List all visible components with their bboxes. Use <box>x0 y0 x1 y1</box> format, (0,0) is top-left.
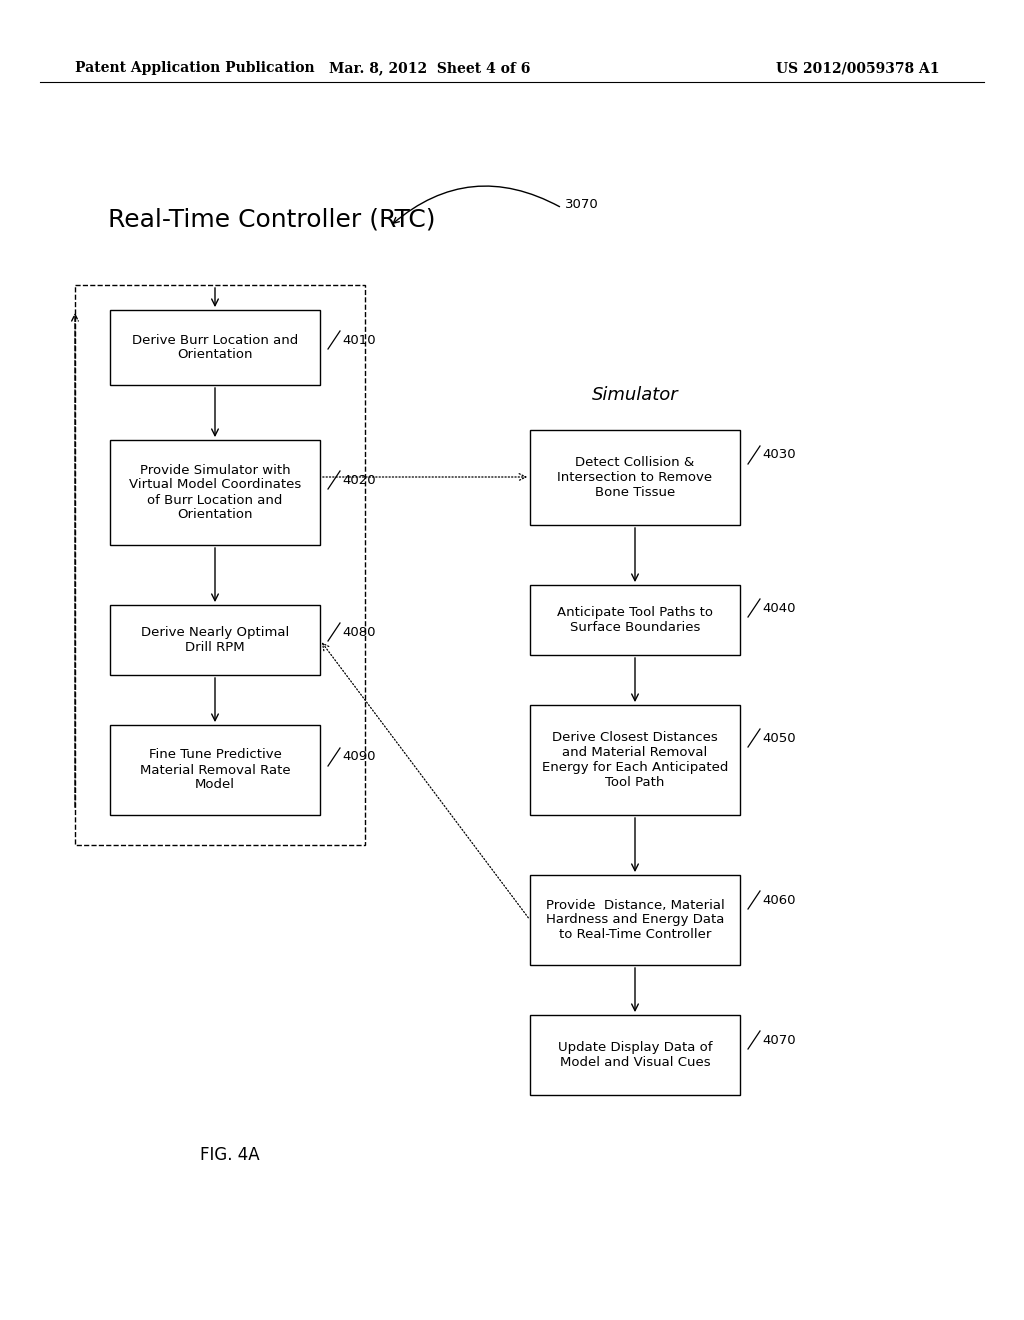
Bar <box>110 605 319 675</box>
Text: 3070: 3070 <box>565 198 599 211</box>
Text: 4030: 4030 <box>762 449 796 462</box>
Bar <box>530 875 740 965</box>
Bar <box>530 430 740 525</box>
Text: Provide Simulator with
Virtual Model Coordinates
of Burr Location and
Orientatio: Provide Simulator with Virtual Model Coo… <box>129 463 301 521</box>
Text: Derive Closest Distances
and Material Removal
Energy for Each Anticipated
Tool P: Derive Closest Distances and Material Re… <box>542 731 728 789</box>
Bar <box>75 285 365 845</box>
Text: Update Display Data of
Model and Visual Cues: Update Display Data of Model and Visual … <box>558 1041 713 1069</box>
Text: 4020: 4020 <box>342 474 376 487</box>
Text: Detect Collision &
Intersection to Remove
Bone Tissue: Detect Collision & Intersection to Remov… <box>557 455 713 499</box>
Bar <box>110 725 319 814</box>
Text: 4080: 4080 <box>342 626 376 639</box>
Text: Fine Tune Predictive
Material Removal Rate
Model: Fine Tune Predictive Material Removal Ra… <box>139 748 291 792</box>
Bar <box>530 705 740 814</box>
Text: Real-Time Controller (RTC): Real-Time Controller (RTC) <box>108 209 435 232</box>
Text: FIG. 4A: FIG. 4A <box>200 1146 260 1164</box>
Bar <box>110 440 319 545</box>
Bar <box>530 585 740 655</box>
Text: Patent Application Publication: Patent Application Publication <box>75 61 314 75</box>
Text: Derive Nearly Optimal
Drill RPM: Derive Nearly Optimal Drill RPM <box>141 626 289 653</box>
Text: 4070: 4070 <box>762 1034 796 1047</box>
Text: 4010: 4010 <box>342 334 376 346</box>
Bar <box>110 310 319 385</box>
Text: 4040: 4040 <box>762 602 796 615</box>
Text: 4090: 4090 <box>342 751 376 763</box>
Text: Anticipate Tool Paths to
Surface Boundaries: Anticipate Tool Paths to Surface Boundar… <box>557 606 713 634</box>
Text: Derive Burr Location and
Orientation: Derive Burr Location and Orientation <box>132 334 298 362</box>
Text: Provide  Distance, Material
Hardness and Energy Data
to Real-Time Controller: Provide Distance, Material Hardness and … <box>546 899 724 941</box>
Text: Mar. 8, 2012  Sheet 4 of 6: Mar. 8, 2012 Sheet 4 of 6 <box>330 61 530 75</box>
Text: 4060: 4060 <box>762 894 796 907</box>
Text: Simulator: Simulator <box>592 385 678 404</box>
Text: 4050: 4050 <box>762 731 796 744</box>
Text: US 2012/0059378 A1: US 2012/0059378 A1 <box>776 61 940 75</box>
Bar <box>530 1015 740 1096</box>
